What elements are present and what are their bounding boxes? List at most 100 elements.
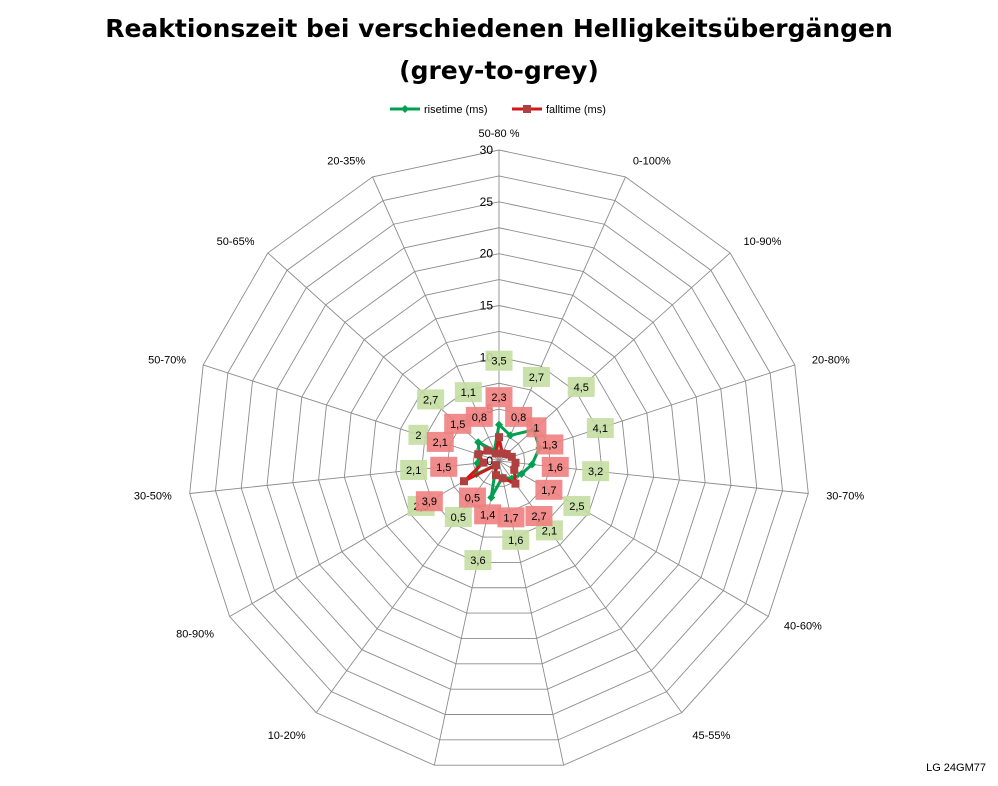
risetime-value-label-bg	[400, 459, 428, 480]
falltime-value-label-bg	[430, 456, 458, 477]
category-label: 30-70%	[826, 490, 864, 502]
chart-title: Reaktionszeit bei verschiedenen Helligke…	[105, 14, 893, 43]
category-label: 30-50%	[134, 490, 172, 502]
scale-label: 25	[480, 195, 494, 209]
falltime-value-label-bg	[541, 456, 569, 477]
category-label: 50-70%	[148, 354, 186, 366]
falltime-value-label: 1,4	[480, 509, 495, 521]
risetime-value-label-bg	[563, 495, 591, 516]
category-label: 45-55%	[692, 730, 730, 742]
monitor-label: LG 24GM77	[926, 762, 986, 774]
category-label: 40-60%	[784, 621, 822, 633]
falltime-value-label: 3,9	[422, 496, 437, 508]
grid-ring	[395, 356, 603, 563]
grid-ring	[266, 227, 732, 690]
category-label: 10-20%	[268, 730, 306, 742]
risetime-value-label-bg	[567, 376, 595, 397]
falltime-value-label: 2,1	[433, 437, 448, 449]
falltime-value-label: 1,6	[548, 462, 563, 474]
risetime-value-label-bg	[454, 382, 482, 403]
category-label: 0-100%	[633, 155, 671, 167]
risetime-value-label-bg	[444, 506, 472, 527]
falltime-value-label: 1,7	[541, 485, 556, 497]
falltime-value-label-bg	[426, 431, 454, 452]
risetime-value-label: 2	[415, 430, 421, 442]
risetime-value-label-bg	[502, 529, 530, 550]
grid-ring	[215, 175, 783, 741]
grid-ring	[189, 149, 809, 766]
scale-label: 15	[480, 299, 494, 313]
category-label: 50-65%	[217, 236, 255, 248]
falltime-value-label-bg	[485, 387, 513, 408]
risetime-value-label-bg	[408, 424, 429, 445]
falltime-value-label: 0,5	[465, 493, 480, 505]
falltime-point	[507, 452, 516, 461]
risetime-value-label-bg	[464, 550, 492, 571]
falltime-value-label-bg	[474, 504, 502, 525]
risetime-point	[506, 431, 515, 440]
falltime-value-label-bg	[535, 479, 563, 500]
grid-ring	[292, 253, 706, 665]
risetime-value-label-bg	[582, 461, 610, 482]
grid-ring	[421, 382, 577, 538]
scale-label: 0	[486, 454, 493, 468]
falltime-value-label: 0,8	[511, 412, 526, 424]
falltime-point	[511, 458, 520, 467]
falltime-value-label-bg	[505, 406, 533, 427]
risetime-value-label: 4,1	[593, 423, 608, 435]
risetime-value-label: 3,5	[491, 356, 506, 368]
falltime-value-label: 1,3	[542, 439, 557, 451]
falltime-point	[498, 449, 507, 458]
risetime-point	[487, 493, 496, 502]
category-label: 80-90%	[176, 629, 214, 641]
risetime-value-label: 2,1	[542, 525, 557, 537]
falltime-value-label-bg	[415, 491, 443, 512]
risetime-value-label: 2,1	[406, 465, 421, 477]
falltime-value-label: 1,7	[503, 512, 518, 524]
falltime-point	[459, 477, 468, 486]
grid-ring	[318, 279, 680, 639]
risetime-value-label-bg	[417, 389, 445, 410]
legend-marker	[523, 105, 531, 113]
falltime-point	[495, 433, 503, 442]
chart-subtitle: (grey-to-grey)	[399, 56, 599, 85]
risetime-value-label: 3,2	[588, 466, 603, 478]
falltime-point	[510, 465, 519, 474]
falltime-point	[479, 458, 488, 467]
falltime-value-label-bg	[525, 506, 553, 527]
falltime-value-label-bg	[526, 417, 547, 438]
category-label: 20-80%	[812, 354, 850, 366]
grid-ring	[240, 201, 758, 715]
risetime-value-label: 2,5	[569, 501, 584, 513]
risetime-point	[527, 460, 536, 469]
scale-label: 20	[480, 247, 494, 261]
grid-spoke	[203, 364, 500, 462]
grid-spoke	[229, 460, 500, 617]
falltime-point	[491, 461, 500, 470]
risetime-value-label-bg	[586, 418, 614, 439]
risetime-value-label-bg	[485, 350, 513, 371]
risetime-point	[517, 469, 526, 478]
risetime-point	[495, 420, 503, 429]
risetime-value-label: 2,7	[529, 372, 544, 384]
falltime-value-label: 1,5	[450, 419, 465, 431]
risetime-point	[474, 438, 483, 447]
falltime-value-label-bg	[497, 507, 525, 528]
falltime-point	[483, 446, 492, 455]
risetime-value-label-bg	[522, 366, 550, 387]
risetime-value-label: 4,5	[574, 382, 589, 394]
falltime-value-label-bg	[444, 413, 472, 434]
falltime-value-label: 1	[533, 422, 539, 434]
falltime-value-label: 0,8	[472, 412, 487, 424]
falltime-value-label-bg	[465, 406, 493, 427]
falltime-value-label: 2,3	[491, 392, 506, 404]
falltime-value-label: 1,5	[436, 462, 451, 474]
falltime-value-label-bg	[536, 434, 564, 455]
risetime-value-label: 1,6	[508, 535, 523, 547]
falltime-point	[511, 479, 520, 488]
scale-label: 30	[480, 143, 494, 157]
grid-ring	[343, 305, 655, 614]
falltime-point	[474, 450, 483, 459]
risetime-value-label: 1,1	[461, 387, 476, 399]
